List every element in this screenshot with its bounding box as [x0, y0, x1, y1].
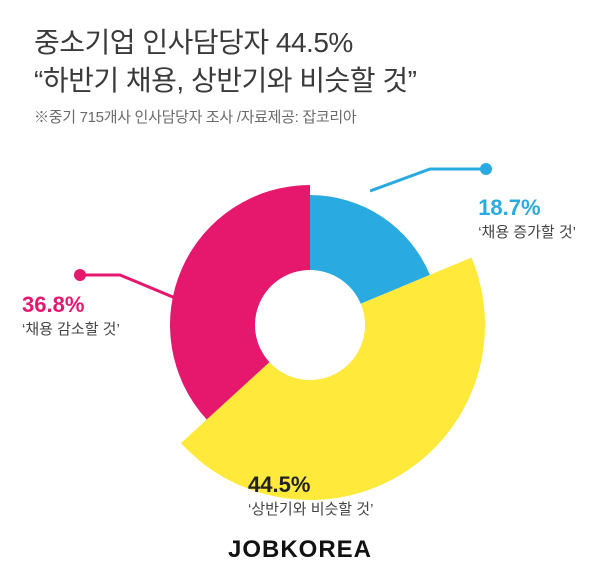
- brand-logo: JOBKOREA: [0, 536, 600, 564]
- label-increase-text: ‘채용 증가할 것’: [478, 223, 576, 243]
- leader-dot-decrease: [74, 269, 86, 281]
- label-similar-text: ‘상반기와 비슷할 것’: [248, 500, 373, 520]
- leader-dot-increase: [480, 163, 492, 175]
- label-similar: 44.5% ‘상반기와 비슷할 것’: [248, 470, 373, 520]
- title-line-2: “하반기 채용, 상반기와 비슷할 것”: [34, 62, 416, 100]
- label-decrease-text: ‘채용 감소할 것’: [22, 320, 120, 340]
- label-decrease: 36.8% ‘채용 감소할 것’: [22, 290, 120, 340]
- chart-subtitle: ※중기 715개사 인사담당자 조사 /자료제공: 잡코리아: [34, 106, 416, 127]
- donut-chart: 18.7% ‘채용 증가할 것’ 36.8% ‘채용 감소할 것’ 44.5% …: [0, 150, 600, 540]
- label-decrease-pct: 36.8%: [22, 290, 120, 320]
- label-increase: 18.7% ‘채용 증가할 것’: [478, 193, 576, 243]
- chart-header: 중소기업 인사담당자 44.5% “하반기 채용, 상반기와 비슷할 것” ※중…: [34, 24, 416, 127]
- label-increase-pct: 18.7%: [478, 193, 576, 223]
- title-line-1: 중소기업 인사담당자 44.5%: [34, 24, 416, 62]
- label-similar-pct: 44.5%: [248, 470, 373, 500]
